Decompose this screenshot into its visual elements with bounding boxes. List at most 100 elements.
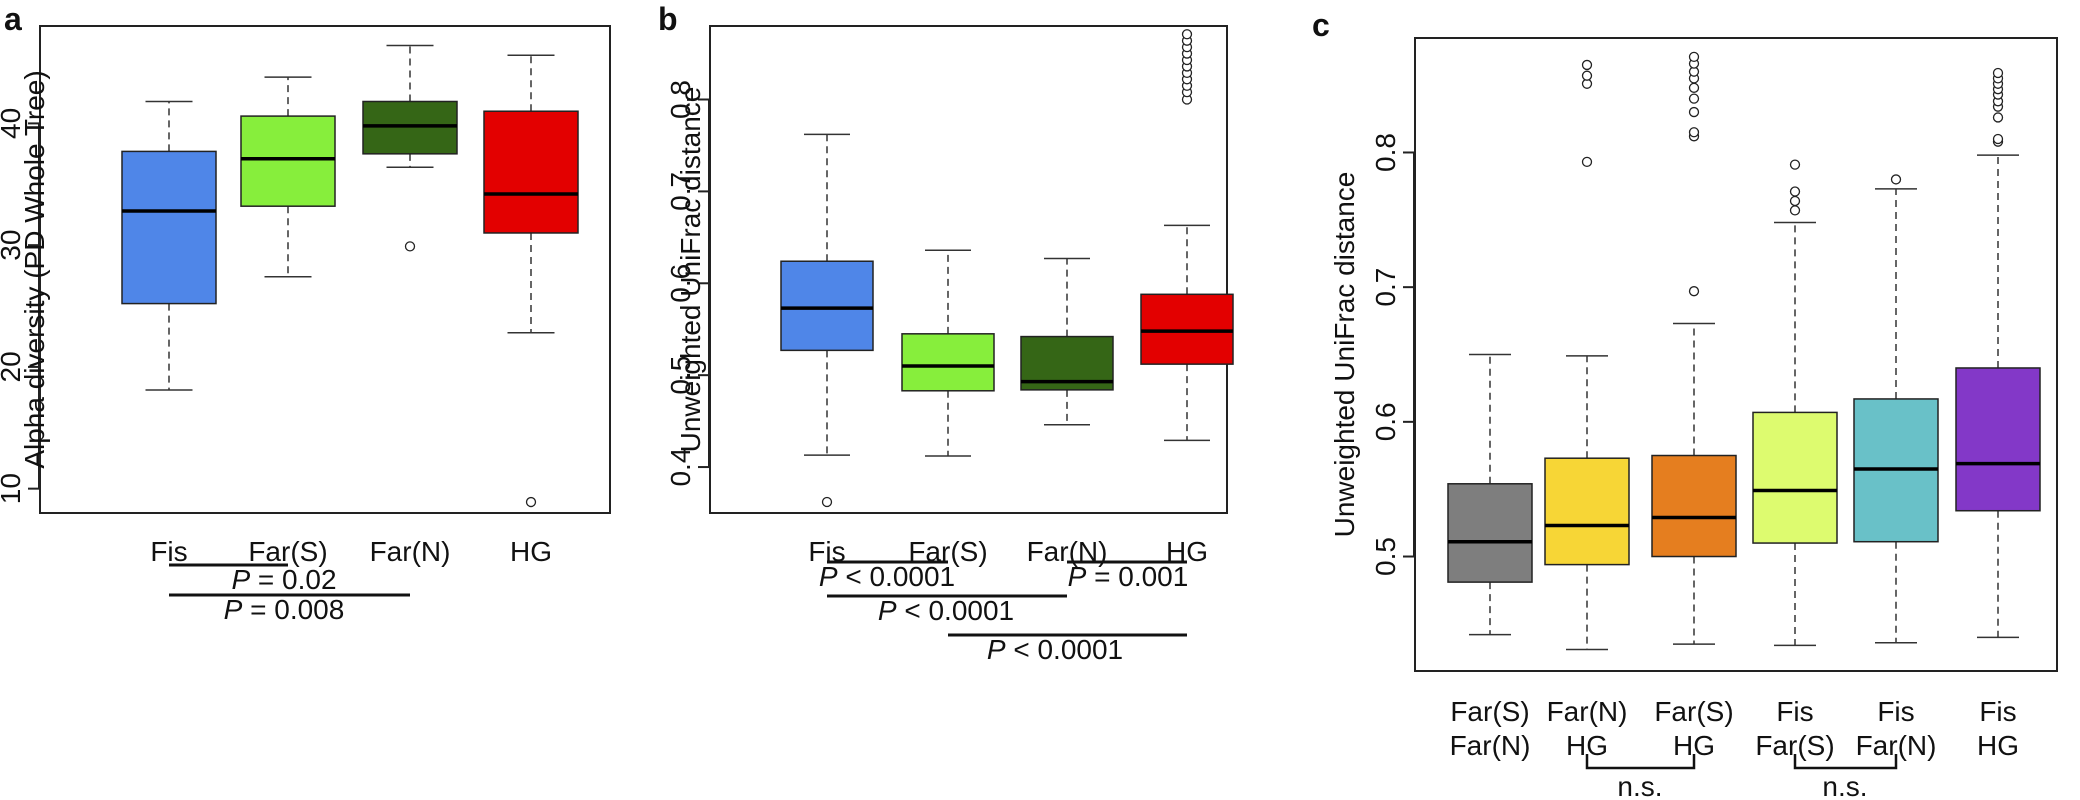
outlier-point	[1789, 205, 1801, 216]
box	[240, 115, 336, 207]
box-group	[1544, 59, 1630, 651]
category-label: Far(S)	[1654, 696, 1733, 727]
category-label: Fis	[150, 536, 187, 567]
category-label: Far(N)	[1547, 696, 1628, 727]
y-tick-label: 0.5	[1370, 537, 1401, 576]
y-tick-label: 10	[0, 473, 26, 504]
y-tick-label: 30	[0, 230, 26, 261]
outlier-point	[525, 496, 537, 508]
box	[1955, 367, 2041, 512]
outlier-point	[1992, 67, 2004, 79]
p-symbol: P	[819, 561, 838, 592]
outlier-point	[1789, 195, 1801, 207]
box	[1447, 483, 1533, 583]
p-symbol: P	[987, 634, 1006, 665]
y-tick-label: 20	[0, 351, 26, 382]
panel-letter: b	[658, 1, 678, 37]
box-group	[901, 249, 995, 457]
y-axis-label: Unweighted UniFrac distance	[1329, 172, 1360, 538]
outlier-point	[1181, 29, 1193, 40]
outlier-point	[1992, 112, 2004, 123]
comparison-bracket	[1585, 754, 1696, 770]
y-axis-label: Alpha diversity (PD Whole Tree)	[19, 70, 50, 468]
outlier-point	[1789, 186, 1801, 197]
box-group	[1020, 257, 1114, 426]
y-tick-label: 0.5	[665, 356, 696, 395]
box-group	[1955, 67, 2041, 639]
category-label: Fis	[1877, 696, 1914, 727]
box	[1140, 293, 1234, 365]
box	[780, 260, 874, 352]
box	[1752, 411, 1838, 544]
box-group	[1447, 353, 1533, 636]
box-group	[1752, 159, 1838, 647]
y-tick-label: 0.8	[665, 80, 696, 119]
panel-c: c 0.5 0.6 0.7 0.8 Unweighted UniFrac distance…	[1312, 7, 2058, 800]
y-tick-label: 0.4	[665, 448, 696, 487]
p-value-label: P < 0.0001	[819, 561, 955, 592]
box	[483, 110, 579, 234]
box	[1544, 457, 1630, 566]
outlier-point	[1688, 51, 1700, 63]
box-group	[1651, 51, 1737, 645]
category-label: Fis	[1776, 696, 1813, 727]
box	[901, 333, 995, 392]
outlier-point	[1688, 82, 1700, 93]
box-group	[121, 100, 217, 391]
outlier-point	[1688, 127, 1700, 138]
outlier-point	[821, 496, 833, 508]
p-value-text: < 0.0001	[897, 595, 1015, 626]
y-axis-label: Unweighted UniFrac distance	[675, 87, 706, 453]
p-value-label: P < 0.0001	[878, 595, 1014, 626]
p-symbol: P	[1068, 561, 1087, 592]
outlier-point	[1992, 133, 2004, 145]
outlier-point	[1581, 59, 1593, 71]
p-symbol: P	[231, 564, 250, 595]
p-symbol: P	[878, 595, 897, 626]
panel-letter: a	[4, 1, 22, 37]
p-value-label: P = 0.001	[1068, 561, 1189, 592]
box	[362, 100, 458, 155]
category-label: Far(N)	[370, 536, 451, 567]
outlier-point	[1789, 159, 1801, 170]
y-tick-label: 0.6	[1370, 402, 1401, 441]
p-value-label: P < 0.0001	[987, 634, 1123, 665]
category-label: Far(S)	[248, 536, 327, 567]
p-value-text: = 0.008	[242, 594, 344, 625]
category-label: Far(N)	[1450, 730, 1531, 761]
outlier-point	[1581, 70, 1593, 81]
y-tick-label: 0.7	[1370, 268, 1401, 307]
y-tick-label: 0.8	[1370, 133, 1401, 172]
comparison-label: n.s.	[1617, 771, 1662, 800]
outlier-point	[1688, 286, 1700, 297]
outlier-point	[1581, 156, 1593, 168]
y-tick-label: 40	[0, 108, 26, 139]
category-label: Far(S)	[1450, 696, 1529, 727]
comparison-label: n.s.	[1822, 771, 1867, 800]
p-value-text: = 0.02	[250, 564, 336, 595]
p-value-label: P = 0.008	[224, 594, 345, 625]
y-tick-label: 0.6	[665, 264, 696, 303]
y-tick-label: 0.7	[665, 172, 696, 211]
p-symbol: P	[224, 594, 243, 625]
category-label: HG	[1977, 730, 2019, 761]
box	[1651, 454, 1737, 558]
outlier-point	[404, 241, 416, 252]
box-group	[1853, 174, 1939, 644]
p-value-text: = 0.001	[1086, 561, 1188, 592]
outlier-point	[1688, 93, 1700, 104]
category-label: Fis	[1979, 696, 2016, 727]
box-group	[240, 76, 336, 278]
box-group	[1140, 29, 1234, 442]
p-value-text: < 0.0001	[838, 561, 956, 592]
box-group	[483, 54, 579, 508]
p-value-text: < 0.0001	[1006, 634, 1124, 665]
box-group	[780, 133, 874, 508]
box	[121, 150, 217, 305]
p-value-label: P = 0.02	[231, 564, 336, 595]
category-label: HG	[510, 536, 552, 567]
outlier-point	[1688, 106, 1700, 118]
